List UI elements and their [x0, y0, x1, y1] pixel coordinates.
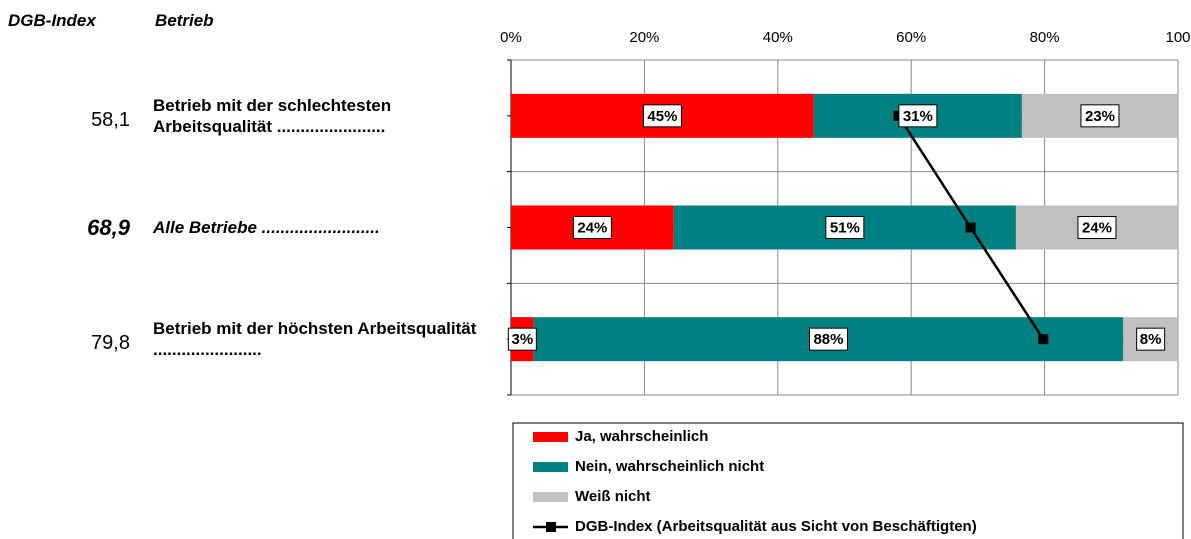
legend-box: [512, 422, 1184, 539]
value-label-box: [1077, 216, 1117, 239]
index-value: 58,1: [91, 108, 130, 131]
value-label-box: [898, 104, 938, 128]
value-label-box: [825, 216, 865, 239]
value-label-box: [642, 104, 682, 128]
category-header: Betrieb: [155, 11, 214, 30]
value-label-box: [808, 327, 848, 351]
x-tick-label: 60%: [896, 29, 926, 46]
value-label: 24%: [1082, 219, 1112, 236]
legend-swatch: [533, 462, 568, 472]
value-label-box: [507, 327, 537, 351]
value-label: 8%: [1140, 331, 1162, 348]
index-value: 79,8: [91, 332, 130, 355]
value-label: 23%: [1085, 108, 1115, 125]
value-label: 45%: [647, 108, 677, 125]
legend-label: Nein, wahrscheinlich nicht: [575, 458, 764, 475]
legend-marker: [546, 522, 556, 532]
value-label: 31%: [903, 108, 933, 125]
index-header: DGB-Index: [8, 11, 96, 30]
x-tick-label: 0%: [500, 29, 522, 46]
category-label: Betrieb mit der höchsten Arbeitsqualität…: [153, 319, 477, 360]
index-marker: [965, 222, 976, 233]
index-marker: [1038, 334, 1049, 345]
legend-swatch: [533, 432, 568, 442]
index-value: 68,9: [87, 214, 130, 240]
category-label: Betrieb mit der schlechtesten Arbeitsqua…: [153, 95, 392, 136]
x-tick-label: 80%: [1030, 29, 1060, 46]
category-label: Alle Betriebe .........................: [153, 217, 380, 237]
value-label: 24%: [577, 219, 607, 236]
legend-swatch: [533, 492, 568, 502]
value-label: 51%: [830, 219, 860, 236]
legend-label: DGB-Index (Arbeitsqualität aus Sicht von…: [575, 518, 977, 535]
value-label-box: [572, 216, 612, 239]
x-tick-label: 20%: [629, 29, 659, 46]
x-tick-label: 40%: [763, 29, 793, 46]
legend-label: Ja, wahrscheinlich: [575, 428, 708, 445]
x-tick-label: 100: [1165, 29, 1190, 46]
legend-label: Weiß nicht: [575, 488, 651, 505]
value-label: 88%: [813, 331, 843, 348]
value-label-box: [1136, 327, 1166, 351]
value-label-box: [1080, 104, 1120, 128]
value-label: 3%: [511, 331, 533, 348]
